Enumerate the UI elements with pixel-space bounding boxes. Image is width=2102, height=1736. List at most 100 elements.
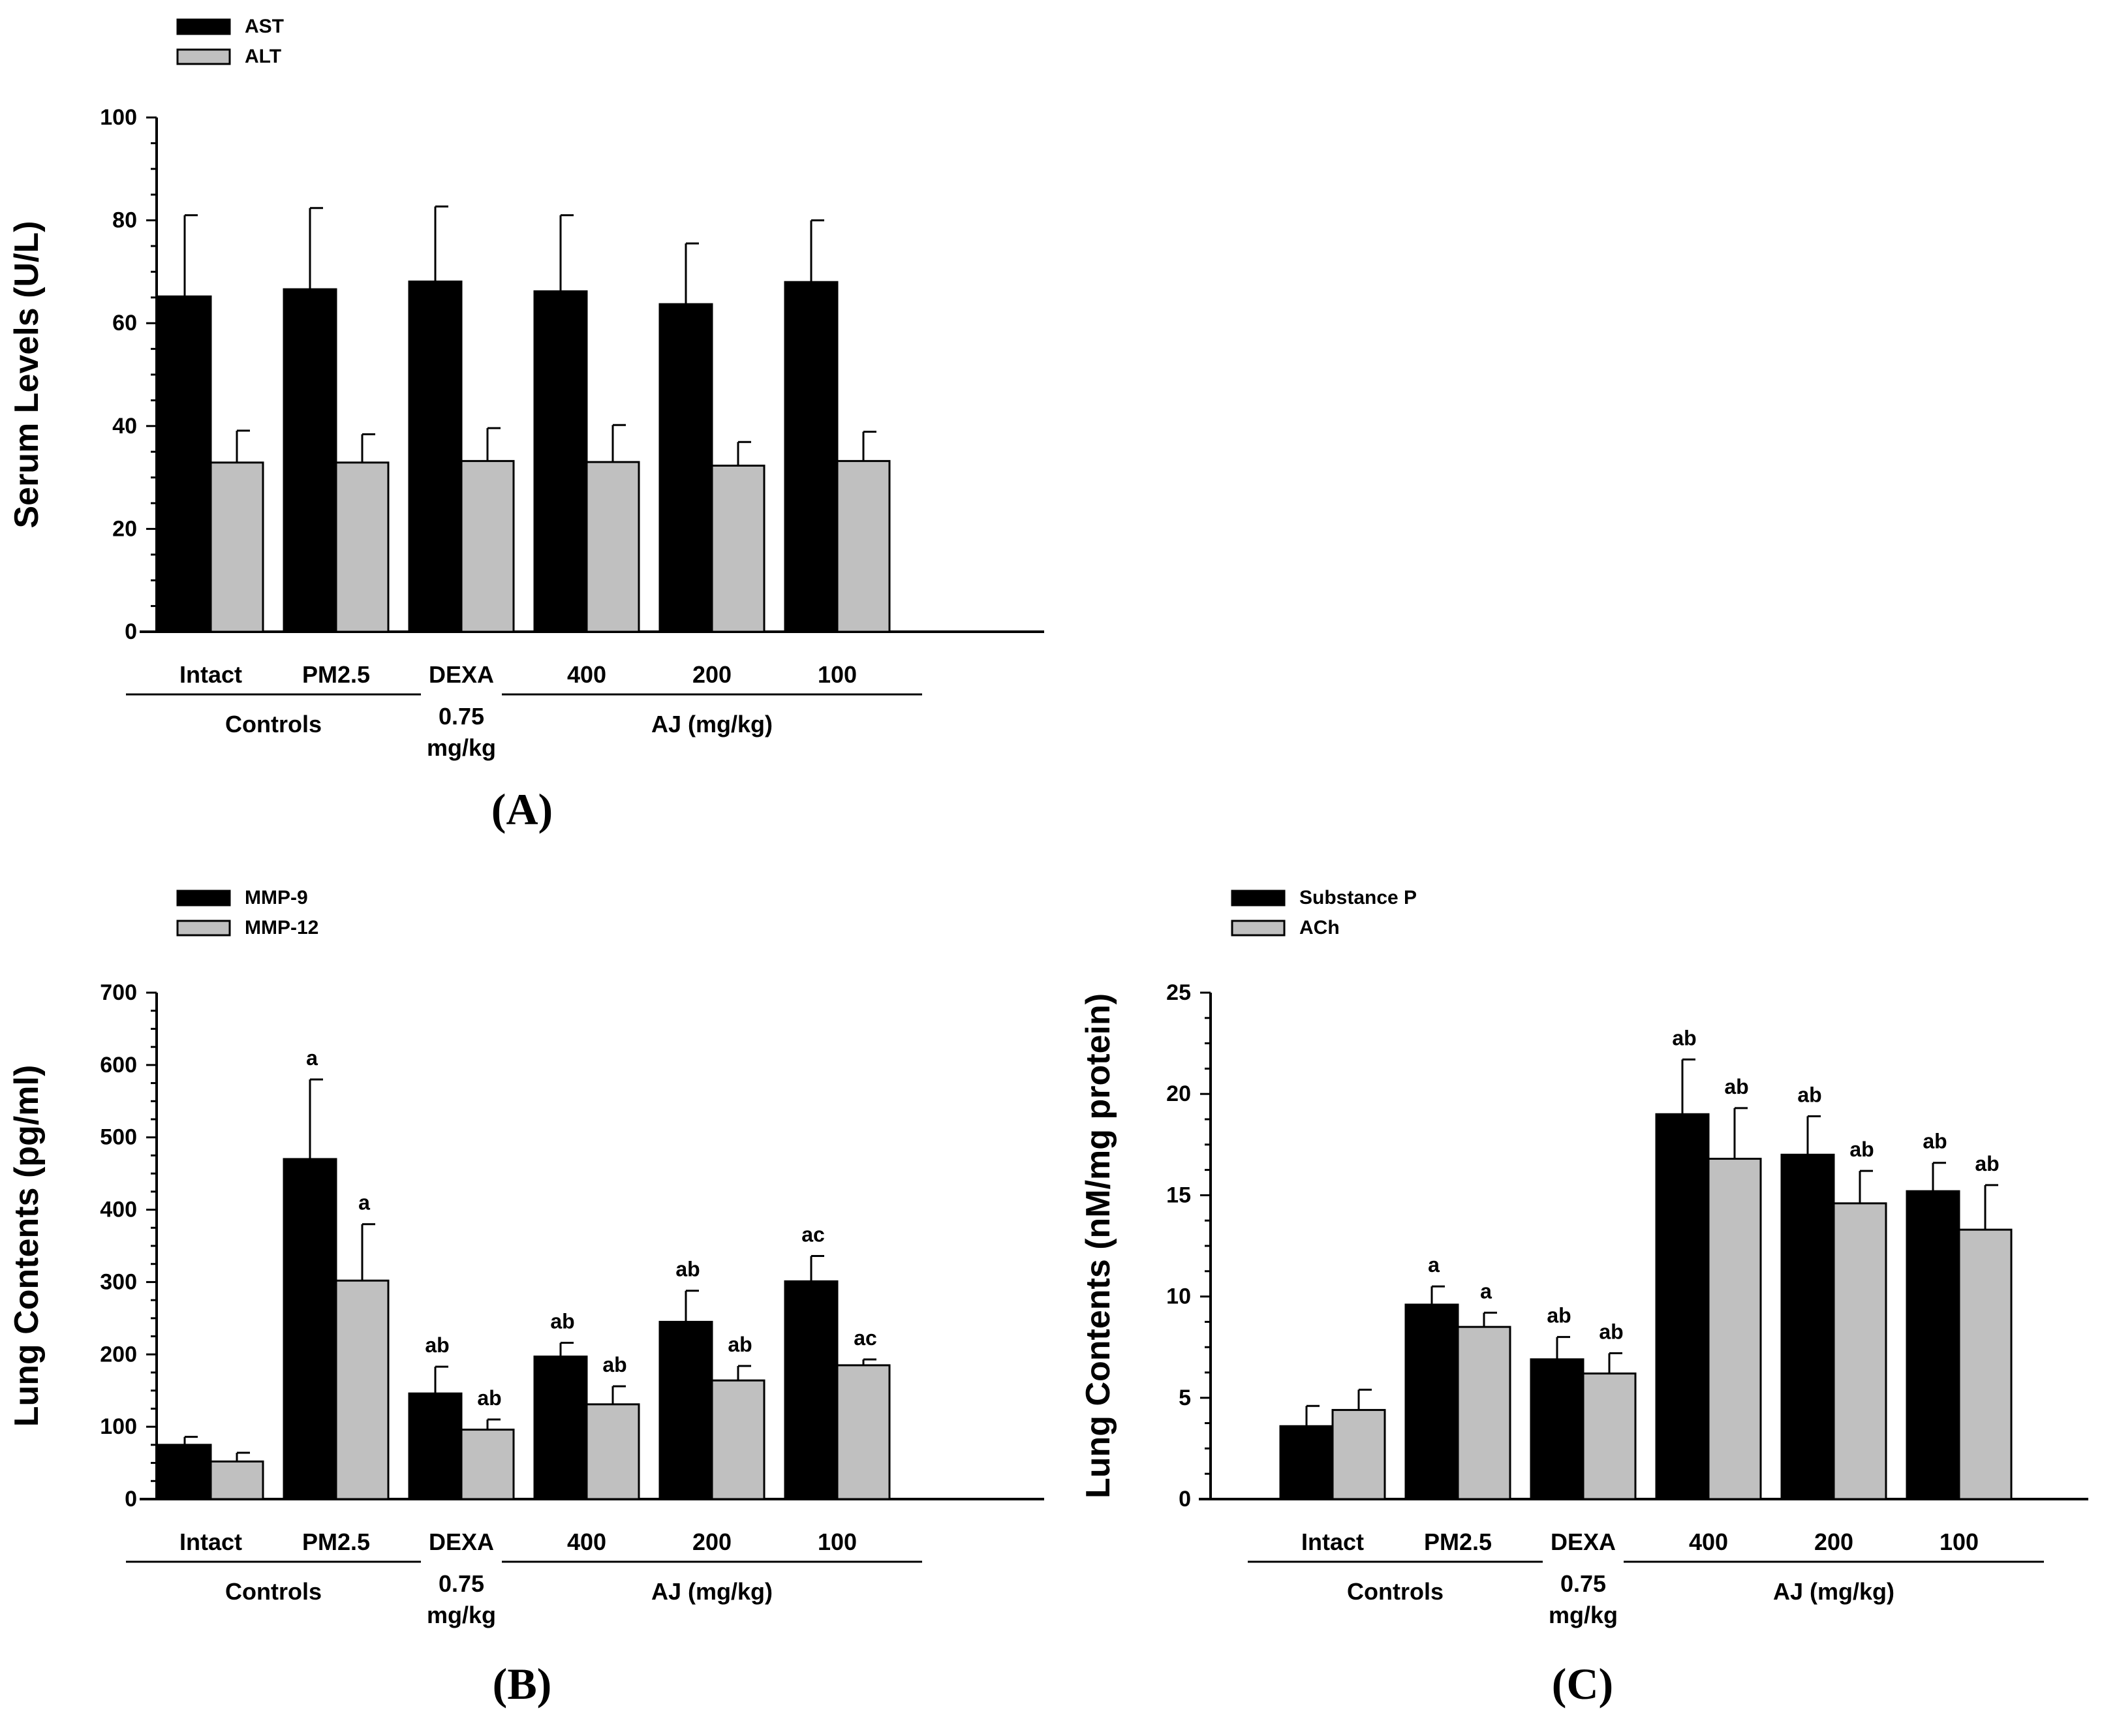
bar-1 bbox=[784, 1280, 839, 1500]
x-tick-label: DEXA bbox=[1551, 1528, 1616, 1555]
x-tick-label: 100 bbox=[818, 661, 857, 688]
group-label-dexa-unit: mg/kg bbox=[1549, 1602, 1618, 1628]
significance-label: ab bbox=[1797, 1083, 1821, 1106]
bar-2 bbox=[836, 459, 891, 633]
x-tick-label: Intact bbox=[179, 661, 242, 688]
significance-label: ab bbox=[728, 1333, 752, 1356]
significance-label: ab bbox=[477, 1386, 501, 1410]
y-tick-label: 600 bbox=[100, 1053, 137, 1077]
bar-1 bbox=[658, 1320, 713, 1500]
y-tick-label: 10 bbox=[1166, 1284, 1191, 1309]
legend-label-1: Substance P bbox=[1299, 887, 1417, 908]
bar-2 bbox=[209, 1460, 264, 1500]
y-tick-label: 300 bbox=[100, 1269, 137, 1294]
significance-label: ab bbox=[1923, 1130, 1947, 1153]
legend-label-1: AST bbox=[245, 16, 284, 37]
x-tick-label: PM2.5 bbox=[1424, 1528, 1492, 1555]
y-tick-label: 400 bbox=[100, 1198, 137, 1222]
group-label-controls: Controls bbox=[225, 711, 322, 737]
group-label-aj: AJ (mg/kg) bbox=[1773, 1578, 1894, 1605]
bar-1 bbox=[1655, 1113, 1710, 1500]
bar-2 bbox=[335, 1279, 390, 1500]
significance-label: ab bbox=[550, 1310, 574, 1333]
bar-2 bbox=[460, 1429, 515, 1500]
legend-swatch-1 bbox=[1231, 890, 1286, 907]
x-tick-label: 400 bbox=[1689, 1528, 1728, 1555]
x-tick-label: PM2.5 bbox=[302, 1528, 370, 1555]
group-label-aj: AJ (mg/kg) bbox=[651, 711, 773, 737]
bar-1 bbox=[784, 281, 839, 633]
y-tick-label: 80 bbox=[112, 208, 137, 233]
group-label-dexa-dose: 0.75 bbox=[439, 1570, 484, 1597]
panel-label: (A) bbox=[491, 784, 553, 834]
x-tick-label: Intact bbox=[179, 1528, 242, 1555]
bar-1 bbox=[283, 288, 337, 633]
significance-label: ab bbox=[602, 1353, 626, 1376]
bar-1 bbox=[533, 290, 588, 633]
x-tick-label: 200 bbox=[1814, 1528, 1853, 1555]
bar-2 bbox=[335, 461, 390, 633]
bar-1 bbox=[658, 303, 713, 633]
significance-label: ab bbox=[1849, 1138, 1874, 1161]
bar-1 bbox=[408, 1392, 463, 1500]
group-label-dexa-dose: 0.75 bbox=[1560, 1570, 1606, 1597]
bar-2 bbox=[1331, 1408, 1386, 1500]
bar-2 bbox=[1958, 1228, 2013, 1500]
bar-1 bbox=[408, 280, 463, 633]
bar-2 bbox=[1582, 1372, 1637, 1500]
x-tick-label: 400 bbox=[567, 661, 606, 688]
x-tick-label: 400 bbox=[567, 1528, 606, 1555]
y-tick-label: 5 bbox=[1179, 1386, 1191, 1410]
y-axis-title: Serum Levels (U/L) bbox=[8, 221, 46, 528]
x-tick-label: PM2.5 bbox=[302, 661, 370, 688]
x-tick-label: 200 bbox=[692, 1528, 732, 1555]
group-label-controls: Controls bbox=[225, 1578, 322, 1605]
bar-1 bbox=[157, 295, 212, 633]
chart-panel-c: Substance P ACh 0 5 10 15 20 25 Lung Contents (n… bbox=[1079, 887, 2088, 1709]
y-tick-label: 40 bbox=[112, 414, 137, 439]
bar-1 bbox=[1906, 1190, 1960, 1500]
bar-2 bbox=[585, 461, 640, 633]
legend-label-2: ACh bbox=[1299, 917, 1340, 938]
bar-2 bbox=[711, 464, 765, 633]
significance-label: ac bbox=[854, 1326, 877, 1350]
bar-1 bbox=[157, 1444, 212, 1500]
x-tick-label: 100 bbox=[818, 1528, 857, 1555]
panel-label: (B) bbox=[493, 1659, 552, 1709]
significance-label: ab bbox=[1599, 1320, 1623, 1344]
x-tick-label: 100 bbox=[1940, 1528, 1979, 1555]
chart-panel-b: MMP-9 MMP-12 0 100 200 300 400 500 600 700 Lung Co… bbox=[8, 887, 1044, 1709]
y-tick-label: 700 bbox=[100, 980, 137, 1005]
y-tick-label: 15 bbox=[1166, 1183, 1191, 1207]
significance-label: ab bbox=[1724, 1075, 1748, 1098]
y-tick-label: 20 bbox=[1166, 1081, 1191, 1106]
y-tick-label: 0 bbox=[125, 619, 137, 644]
bar-1 bbox=[1279, 1425, 1334, 1500]
legend-swatch-2 bbox=[176, 920, 231, 937]
y-tick-label: 20 bbox=[112, 516, 137, 541]
y-tick-label: 100 bbox=[100, 105, 137, 130]
significance-label: a bbox=[358, 1191, 370, 1215]
legend-swatch-2 bbox=[176, 48, 231, 65]
significance-label: a bbox=[1480, 1279, 1492, 1303]
group-label-controls: Controls bbox=[1347, 1578, 1444, 1605]
bar-1 bbox=[533, 1356, 588, 1500]
bar-2 bbox=[1707, 1158, 1762, 1500]
legend-label-2: ALT bbox=[245, 46, 281, 67]
bar-1 bbox=[1780, 1153, 1835, 1500]
significance-label: ac bbox=[801, 1223, 825, 1247]
y-axis-title: Lung Contents (pg/ml) bbox=[8, 1065, 46, 1427]
group-label-aj: AJ (mg/kg) bbox=[651, 1578, 773, 1605]
y-tick-label: 200 bbox=[100, 1342, 137, 1367]
x-tick-label: 200 bbox=[692, 661, 732, 688]
significance-label: ab bbox=[1547, 1304, 1571, 1327]
group-label-dexa-unit: mg/kg bbox=[427, 1602, 496, 1628]
significance-label: ab bbox=[675, 1258, 700, 1281]
legend-label-2: MMP-12 bbox=[245, 917, 318, 938]
group-label-dexa-dose: 0.75 bbox=[439, 703, 484, 730]
y-axis-title: Lung Contents (nM/mg protein) bbox=[1079, 993, 1117, 1498]
y-tick-label: 25 bbox=[1166, 980, 1191, 1005]
group-label-dexa-unit: mg/kg bbox=[427, 734, 496, 761]
legend-swatch-1 bbox=[176, 18, 231, 35]
